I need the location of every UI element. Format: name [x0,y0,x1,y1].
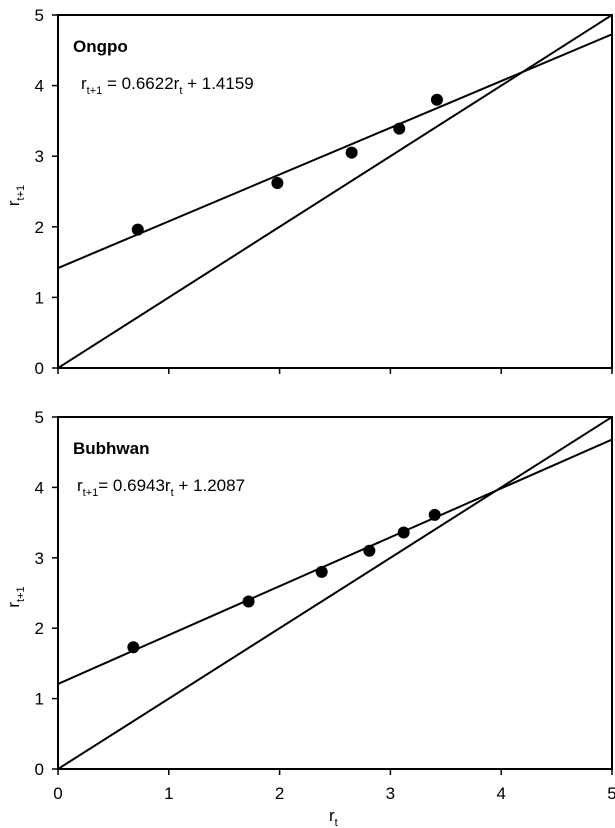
x-tick-label: 0 [53,784,62,803]
y-tick-label: 0 [35,359,44,378]
regression-equation-part-4: + 1.4159 [182,74,253,93]
regression-equation: rt+1= 0.6943rt + 1.2087 [77,476,245,499]
regression-equation-part-0: r [77,476,83,495]
x-axis-label-part-0: r [329,806,335,825]
plot-frame [57,14,613,369]
data-point [127,641,140,654]
plot-frame [57,416,613,770]
regression-equation-part-3: t [179,85,182,97]
regression-equation-part-4: + 1.2087 [174,476,245,495]
y-axis-label-main: r [4,200,23,206]
data-point [345,146,358,159]
y-tick-label: 1 [35,690,44,709]
y-axis-label-sub: t+1 [15,586,27,602]
data-point [393,122,406,135]
y-tick-label: 3 [35,549,44,568]
data-point [397,526,410,539]
x-axis-label: rt [329,806,338,828]
regression-line [58,438,612,685]
y-tick-label: 4 [35,478,44,497]
data-point [242,595,255,608]
regression-equation-part-1: t+1 [87,85,103,97]
y-tick-label: 5 [35,408,44,427]
y-tick-label: 4 [35,77,44,96]
regression-equation-part-2: = 0.6622r [102,74,179,93]
identity-line [58,15,612,368]
y-tick-label: 2 [35,218,44,237]
data-point [430,93,443,106]
x-tick-label: 4 [496,784,505,803]
regression-equation-part-1: t+1 [83,487,99,499]
regression-line [58,33,612,269]
regression-equation-part-2: = 0.6943r [98,476,171,495]
panel-label: Ongpo [73,37,128,56]
data-point [363,544,376,557]
y-tick-label: 1 [35,288,44,307]
data-point [315,565,328,578]
y-tick-label: 2 [35,619,44,638]
data-point [428,508,441,521]
x-tick-label: 1 [164,784,173,803]
x-axis-label-part-1: t [335,817,338,828]
y-tick-label: 5 [35,6,44,25]
y-axis-label-sub: t+1 [15,185,27,201]
x-tick-label: 3 [386,784,395,803]
regression-equation-part-0: r [81,74,87,93]
x-tick-label: 2 [275,784,284,803]
y-tick-label: 0 [35,760,44,779]
panel-label: Bubhwan [73,439,150,458]
data-point [131,223,144,236]
y-axis-label-main: r [4,602,23,608]
identity-line [58,417,612,769]
y-tick-label: 3 [35,147,44,166]
y-axis-label: rt+1 [4,586,27,607]
x-tick-label: 5 [607,784,615,803]
y-axis-label: rt+1 [4,185,27,206]
regression-equation: rt+1 = 0.6622rt + 1.4159 [81,74,254,97]
data-point [271,177,284,190]
regression-equation-part-3: t [171,487,174,499]
